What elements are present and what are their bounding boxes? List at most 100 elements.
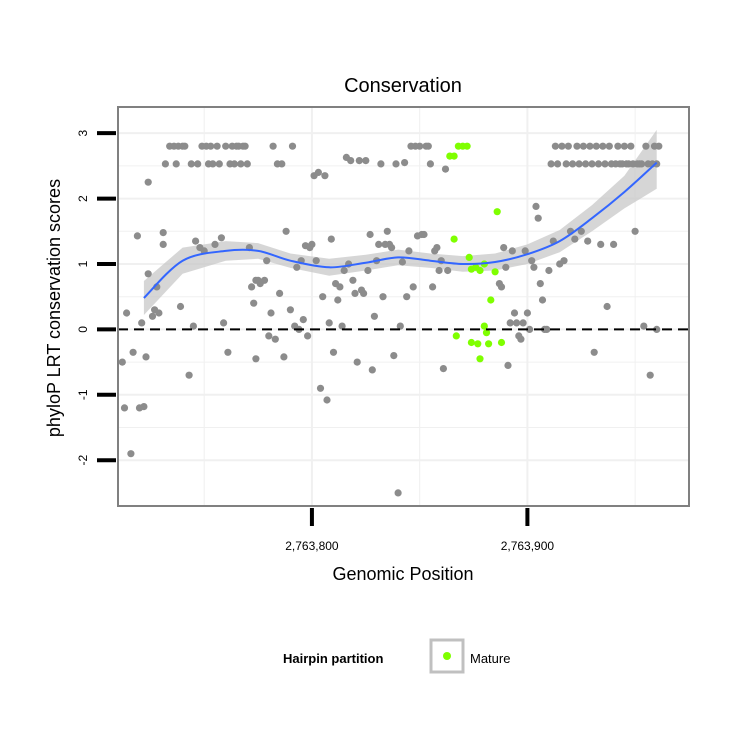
data-point [224, 348, 232, 356]
data-point [375, 240, 383, 248]
y-axis-title: phyloP LRT conservation scores [44, 179, 64, 437]
data-point [288, 142, 297, 150]
data-point [610, 240, 618, 248]
data-point [140, 403, 148, 411]
data-point [383, 227, 391, 235]
data-point [187, 160, 195, 168]
data-point [308, 240, 316, 248]
data-point [213, 142, 221, 150]
data-point [278, 160, 286, 168]
data-point-mature [480, 322, 488, 330]
data-point [554, 160, 562, 168]
data-point [276, 289, 284, 297]
data-point [353, 358, 361, 366]
data-point [319, 293, 327, 301]
data-point [506, 319, 514, 327]
data-point [252, 355, 260, 363]
data-point [388, 244, 396, 252]
data-point [129, 348, 137, 356]
data-point [260, 276, 269, 284]
data-point [368, 366, 376, 374]
data-point [426, 160, 434, 168]
data-point [603, 302, 611, 311]
x-axis-title: Genomic Position [332, 564, 473, 584]
data-point [523, 309, 532, 317]
data-point [185, 371, 193, 379]
data-point [551, 142, 560, 150]
data-point-mature [450, 152, 458, 160]
data-point [360, 289, 368, 297]
legend-title: Hairpin partition [283, 651, 383, 666]
data-point [439, 365, 447, 373]
data-point [401, 159, 409, 167]
y-tick-label: 3 [76, 130, 90, 137]
data-point [573, 142, 581, 150]
data-point [497, 283, 506, 291]
data-point-mature [463, 142, 471, 150]
data-point [640, 322, 648, 330]
data-point [159, 240, 167, 248]
data-point [653, 325, 661, 333]
data-point [248, 283, 256, 291]
data-point [599, 142, 607, 150]
data-point [558, 142, 566, 150]
data-point [536, 280, 544, 288]
data-point [312, 257, 320, 265]
data-point [620, 142, 629, 150]
data-point [532, 202, 540, 210]
data-point [424, 142, 432, 150]
y-tick-label: -2 [76, 455, 90, 466]
data-point [560, 257, 568, 265]
data-point [329, 348, 338, 356]
data-point [435, 266, 443, 275]
data-point [370, 312, 378, 320]
data-point [403, 293, 411, 301]
data-point [420, 230, 428, 239]
data-point [530, 263, 538, 271]
data-point [513, 319, 521, 327]
data-point [601, 160, 609, 168]
y-tick-label: 2 [76, 195, 90, 202]
data-point [189, 322, 197, 330]
data-point-mature [465, 253, 473, 261]
data-point-mature [476, 355, 484, 363]
data-point [299, 316, 307, 324]
data-point [571, 235, 579, 243]
data-point [314, 168, 322, 176]
data-point [217, 234, 225, 242]
data-point [207, 142, 215, 150]
data-point [605, 142, 613, 150]
data-point [123, 309, 131, 317]
data-point [392, 160, 400, 168]
data-point [316, 384, 325, 392]
data-point [144, 270, 152, 278]
data-point [209, 160, 217, 168]
data-point [181, 142, 189, 150]
data-point [398, 258, 406, 266]
data-point [597, 240, 605, 248]
data-point [433, 244, 441, 252]
chart-title: Conservation [344, 75, 462, 97]
data-point [237, 160, 245, 168]
data-point-mature [487, 296, 495, 304]
data-point [280, 353, 288, 361]
data-point [334, 296, 342, 304]
data-point [655, 142, 663, 150]
data-point [336, 283, 344, 291]
data-point [396, 322, 404, 330]
data-point [267, 309, 275, 317]
data-point [579, 142, 588, 150]
data-point [340, 266, 348, 275]
data-point [569, 160, 577, 168]
data-point [646, 371, 654, 379]
data-point [155, 309, 163, 317]
y-tick-label: -1 [76, 389, 90, 400]
data-point [405, 247, 413, 255]
data-point [642, 142, 650, 150]
data-point [325, 319, 333, 327]
data-point [575, 160, 583, 168]
data-point [347, 157, 355, 165]
data-point [444, 266, 452, 275]
data-point [293, 263, 301, 271]
